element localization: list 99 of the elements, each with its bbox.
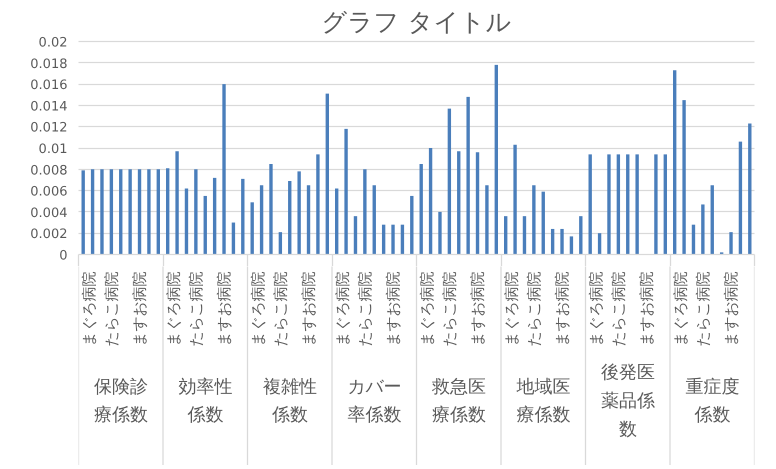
bar (513, 144, 517, 254)
bar (682, 100, 686, 254)
text: ますお病院 (130, 272, 149, 346)
bar (710, 185, 714, 254)
x-tick-label: カバー率係数 (347, 376, 402, 426)
bar (90, 169, 94, 254)
x-tick-label: 複雑性係数 (262, 376, 317, 426)
text: ますお病院 (638, 272, 656, 346)
bar (316, 154, 320, 254)
bar (542, 192, 545, 254)
y-tick-label: 0.01 (38, 142, 68, 157)
text: たらこ病院 (440, 272, 458, 346)
text: たらこ病院 (186, 272, 205, 346)
text: まぐろ病院 (418, 272, 436, 346)
bar (382, 224, 386, 254)
bar (448, 108, 452, 254)
x-tick-label: 保険診療係数 (94, 376, 148, 426)
text: たらこ病院 (102, 272, 120, 346)
y-tick-label: 0.018 (30, 56, 68, 72)
x-tick-label: 重症度係数 (685, 376, 740, 426)
x-tick-label: 地域医療係数 (515, 376, 570, 426)
bar (110, 169, 114, 254)
y-tick-label: 0.002 (30, 227, 68, 242)
bar (748, 124, 752, 254)
bar (335, 188, 338, 254)
text: たらこ病院 (524, 272, 543, 346)
text: たらこ病院 (356, 272, 374, 346)
bar (372, 185, 376, 254)
y-tick-label: 0 (59, 248, 68, 264)
bar (119, 169, 122, 254)
text: たらこ病院 (609, 272, 628, 346)
bar (420, 164, 423, 254)
bar (128, 169, 132, 254)
bar (532, 185, 536, 254)
bar (278, 232, 282, 254)
text: ますお病院 (468, 272, 487, 346)
x-tick-label: 効率性係数 (178, 376, 232, 426)
bar (326, 94, 329, 254)
bar (363, 169, 367, 254)
text: まぐろ病院 (672, 272, 690, 346)
text: ますお病院 (384, 272, 402, 346)
bar (598, 233, 602, 254)
y-tick-label: 0.006 (30, 184, 68, 200)
bar (166, 168, 170, 254)
y-tick-label: 0.02 (38, 36, 68, 50)
bar (664, 154, 667, 254)
bar (550, 228, 554, 254)
bar (485, 185, 489, 254)
bar (241, 178, 244, 254)
bar (147, 169, 151, 254)
bar (616, 154, 620, 254)
bar (494, 64, 498, 254)
bar (175, 151, 179, 254)
bar (457, 151, 460, 254)
bar (260, 185, 264, 254)
bar (156, 169, 160, 254)
bar (232, 222, 236, 254)
text: まぐろ病院 (80, 272, 98, 346)
bar (579, 216, 582, 254)
text: たらこ病院 (694, 272, 712, 346)
bar (204, 196, 207, 254)
bar (250, 202, 254, 254)
bar (654, 154, 658, 254)
bar (82, 170, 85, 254)
text: まぐろ病院 (502, 272, 520, 346)
bar (344, 128, 348, 254)
chart-title: グラフ タイトル (322, 8, 512, 36)
bar (626, 154, 630, 254)
bar (738, 142, 742, 254)
bar (588, 154, 592, 254)
bar (701, 204, 705, 254)
bar (673, 70, 676, 254)
text: まぐろ病院 (334, 272, 352, 346)
text: まぐろ病院 (587, 272, 605, 346)
text: ますお病院 (300, 272, 318, 346)
bar (466, 96, 470, 254)
bar (400, 224, 404, 254)
y-tick-label: 0.004 (30, 206, 68, 221)
y-tick-label: 0.008 (30, 163, 68, 178)
y-tick-label: 0.012 (30, 120, 68, 136)
bar (428, 148, 432, 254)
y-tick-label: 0.016 (30, 78, 68, 94)
x-tick-label: 救急医療係数 (430, 376, 486, 426)
text: ますお病院 (553, 272, 572, 346)
text: ますお病院 (722, 272, 740, 346)
bar (288, 181, 292, 254)
bar (212, 178, 216, 254)
text: たらこ病院 (271, 272, 290, 346)
x-tick-label: 後発医薬品係数 (600, 362, 655, 440)
bar (504, 216, 508, 254)
text: ますお病院 (215, 272, 234, 346)
bar (410, 196, 414, 254)
bar (194, 169, 198, 254)
bar (297, 171, 301, 254)
text: まぐろ病院 (164, 272, 182, 346)
bar (635, 154, 639, 254)
bar (570, 236, 574, 254)
text: まぐろ病院 (249, 272, 267, 346)
y-tick-label: 0.014 (30, 99, 68, 114)
